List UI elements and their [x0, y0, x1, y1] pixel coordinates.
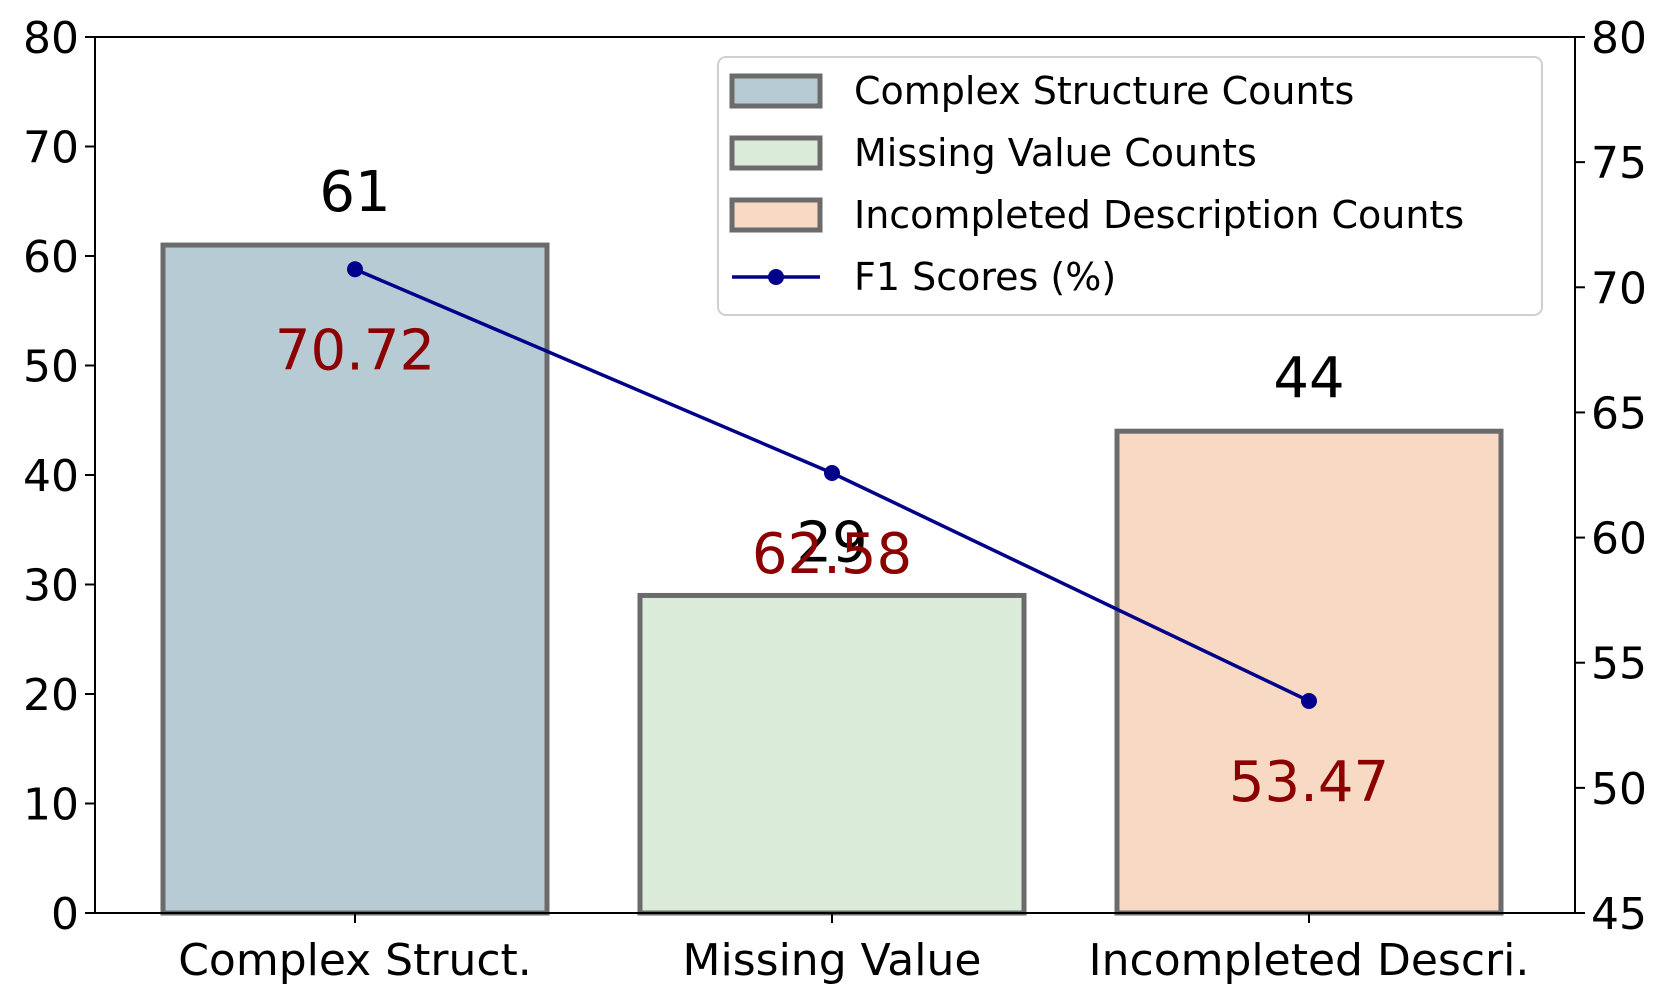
left-tick-label-8: 80 [23, 13, 79, 64]
right-tick-label-7: 80 [1591, 13, 1647, 64]
left-tick-label-4: 40 [23, 451, 79, 502]
legend-label-2: Incompleted Description Counts [854, 193, 1464, 237]
bar-value-label-0: 61 [319, 160, 390, 225]
bar-0 [160, 242, 550, 916]
x-tick-label-1: Missing Value [683, 935, 982, 986]
left-tick-label-0: 0 [51, 889, 79, 940]
left-tick-label-3: 30 [23, 561, 79, 612]
f1-point-1 [824, 464, 840, 481]
legend-label-0: Complex Structure Counts [854, 69, 1354, 113]
legend-label-3: F1 Scores (%) [854, 255, 1116, 299]
f1-value-label-2: 53.47 [1229, 750, 1389, 815]
legend-marker-3 [768, 269, 784, 285]
left-tick-label-1: 10 [23, 780, 79, 831]
labels-layer: 61 29 44 70.72 62.58 53.47 [275, 160, 1389, 815]
bars-layer [160, 242, 1504, 916]
f1-point-2 [1301, 693, 1317, 710]
left-tick-label-5: 50 [23, 342, 79, 393]
x-tick-label-2: Incompleted Descri. [1089, 935, 1530, 986]
left-tick-label-7: 70 [23, 123, 79, 174]
left-tick-label-2: 20 [23, 670, 79, 721]
legend-box [717, 56, 1543, 316]
legend-swatch-1 [729, 135, 823, 171]
axes-layer: 0 10 20 30 40 50 60 70 80 45 50 55 60 65 70 75 80 Complex… [23, 13, 1647, 986]
right-tick-label-3: 60 [1591, 514, 1647, 565]
right-tick-label-2: 55 [1591, 639, 1647, 690]
f1-point-0 [347, 261, 363, 278]
bar-value-label-2: 44 [1273, 346, 1344, 411]
bar-1 [637, 592, 1027, 916]
right-tick-label-4: 65 [1591, 388, 1647, 439]
f1-line-layer [347, 261, 1317, 710]
right-tick-label-6: 75 [1591, 138, 1647, 189]
right-tick-label-0: 45 [1591, 889, 1647, 940]
legend-swatch-2 [729, 197, 823, 233]
right-tick-label-1: 50 [1591, 764, 1647, 815]
legend: Complex Structure Counts Missing Value Co… [717, 56, 1543, 316]
bar-2 [1114, 428, 1504, 916]
bar-value-label-1: 29 [796, 510, 867, 575]
f1-value-label-1: 62.58 [752, 522, 912, 587]
left-tick-label-6: 60 [23, 232, 79, 283]
f1-value-label-0: 70.72 [275, 318, 435, 383]
legend-swatch-0 [729, 73, 823, 109]
right-tick-label-5: 70 [1591, 263, 1647, 314]
legend-label-1: Missing Value Counts [854, 131, 1257, 175]
x-tick-label-0: Complex Struct. [178, 935, 532, 986]
